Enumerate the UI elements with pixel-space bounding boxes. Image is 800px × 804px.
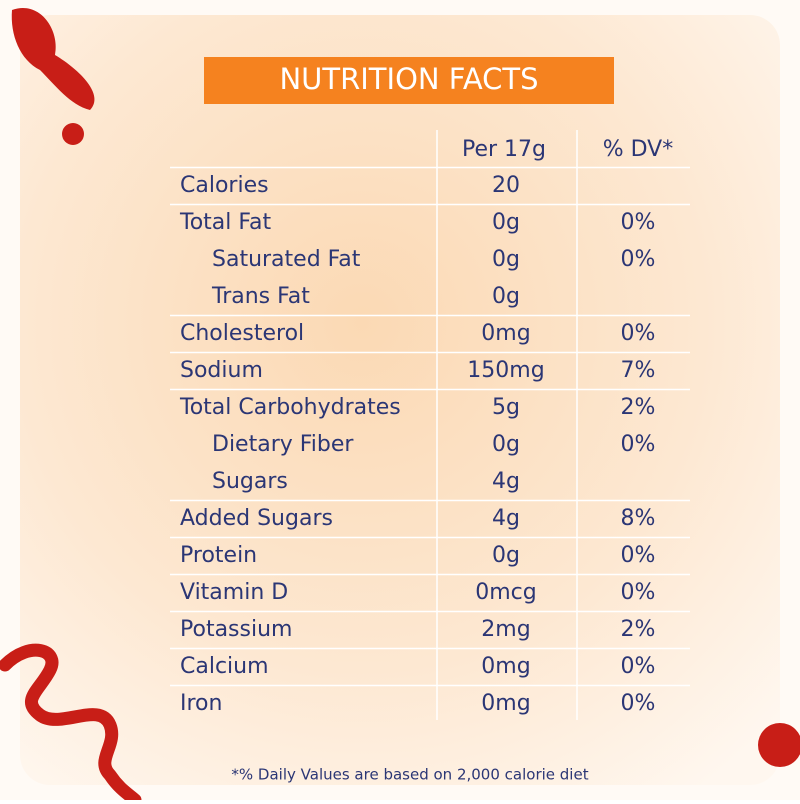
daily-value: 0% bbox=[621, 543, 656, 568]
background-wash bbox=[20, 15, 780, 785]
daily-value: 0% bbox=[621, 432, 656, 457]
footnote: *% Daily Values are based on 2,000 calor… bbox=[231, 766, 588, 784]
nutrient-amount: 20 bbox=[492, 173, 520, 198]
nutrient-name: Sugars bbox=[212, 469, 288, 494]
nutrient-name: Saturated Fat bbox=[212, 247, 361, 272]
nutrient-amount: 2mg bbox=[481, 617, 530, 642]
daily-value: 2% bbox=[621, 395, 656, 420]
nutrient-amount: 5g bbox=[492, 395, 520, 420]
nutrient-amount: 0g bbox=[492, 247, 520, 272]
column-header: Per 17g bbox=[462, 137, 546, 162]
nutrient-name: Dietary Fiber bbox=[212, 432, 354, 457]
daily-value: 0% bbox=[621, 210, 656, 235]
nutrient-amount: 4g bbox=[492, 506, 520, 531]
ketchup-blob bbox=[758, 723, 800, 767]
nutrient-name: Protein bbox=[180, 543, 257, 568]
nutrient-name: Total Carbohydrates bbox=[179, 395, 401, 420]
nutrient-name: Calories bbox=[180, 173, 269, 198]
nutrient-amount: 0mg bbox=[481, 691, 530, 716]
nutrient-name: Trans Fat bbox=[211, 284, 310, 309]
nutrient-amount: 0g bbox=[492, 432, 520, 457]
ketchup-squiggle bbox=[0, 643, 142, 804]
nutrient-amount: 0g bbox=[492, 210, 520, 235]
nutrient-name: Sodium bbox=[180, 358, 263, 383]
daily-value: 0% bbox=[621, 321, 656, 346]
nutrient-amount: 0mg bbox=[481, 654, 530, 679]
daily-value: 0% bbox=[621, 580, 656, 605]
nutrient-amount: 0mg bbox=[481, 321, 530, 346]
daily-value: 0% bbox=[621, 247, 656, 272]
daily-value: 0% bbox=[621, 654, 656, 679]
daily-value: 8% bbox=[621, 506, 656, 531]
nutrient-name: Calcium bbox=[180, 654, 269, 679]
ketchup-drop bbox=[11, 8, 95, 110]
nutrient-amount: 4g bbox=[492, 469, 520, 494]
nutrient-name: Cholesterol bbox=[180, 321, 304, 346]
nutrient-amount: 0g bbox=[492, 543, 520, 568]
ketchup-dot bbox=[62, 123, 84, 145]
nutrient-name: Iron bbox=[180, 691, 222, 716]
daily-value: 2% bbox=[621, 617, 656, 642]
nutrient-name: Vitamin D bbox=[180, 580, 288, 605]
column-header: % DV* bbox=[603, 137, 674, 162]
daily-value: 7% bbox=[621, 358, 656, 383]
nutrient-amount: 150mg bbox=[467, 358, 544, 383]
title: NUTRITION FACTS bbox=[279, 62, 538, 96]
title-banner bbox=[204, 57, 614, 104]
nutrient-amount: 0g bbox=[492, 284, 520, 309]
daily-value: 0% bbox=[621, 691, 656, 716]
nutrient-name: Total Fat bbox=[179, 210, 271, 235]
nutrient-name: Added Sugars bbox=[180, 506, 333, 531]
nutrient-amount: 0mcg bbox=[475, 580, 537, 605]
nutrient-name: Potassium bbox=[180, 617, 292, 642]
